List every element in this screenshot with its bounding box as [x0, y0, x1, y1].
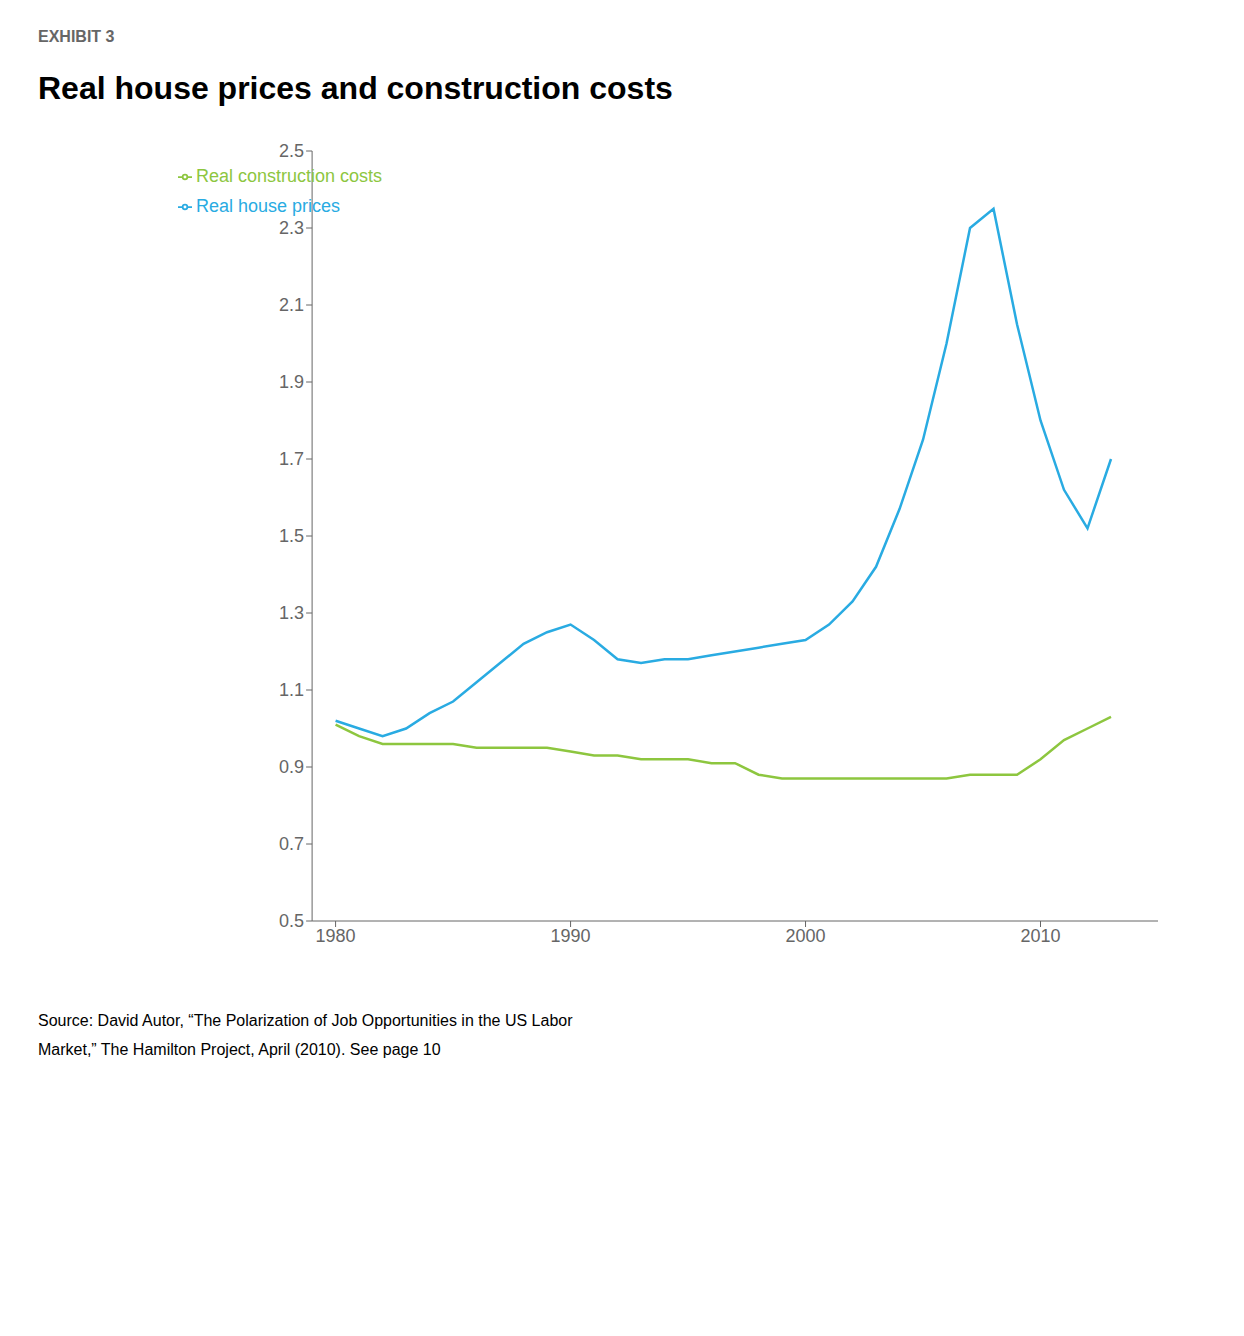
svg-text:0.7: 0.7: [279, 834, 304, 854]
svg-text:2.5: 2.5: [279, 141, 304, 161]
svg-text:0.9: 0.9: [279, 757, 304, 777]
svg-text:1.1: 1.1: [279, 680, 304, 700]
svg-text:1.9: 1.9: [279, 372, 304, 392]
svg-text:2.1: 2.1: [279, 295, 304, 315]
svg-text:1.5: 1.5: [279, 526, 304, 546]
svg-text:1.7: 1.7: [279, 449, 304, 469]
html-text:Real house prices and construc: Real house prices and construction costs: [38, 70, 673, 106]
svg-text:0.5: 0.5: [279, 911, 304, 931]
svg-text:2000: 2000: [786, 926, 826, 946]
html-text:Real construction costs: Real construction costs: [196, 166, 383, 186]
html-text:EXHIBIT 3: EXHIBIT 3: [38, 28, 115, 45]
svg-text:1990: 1990: [551, 926, 591, 946]
html-text:Real house prices: Real house prices: [196, 196, 341, 216]
svg-text:1980: 1980: [316, 926, 356, 946]
html-text:Source: David Autor, “The Pola: Source: David Autor, “The Polarization o…: [38, 1012, 573, 1058]
svg-text:1.3: 1.3: [279, 603, 304, 623]
svg-text:2.3: 2.3: [279, 218, 304, 238]
svg-text:2010: 2010: [1020, 926, 1060, 946]
